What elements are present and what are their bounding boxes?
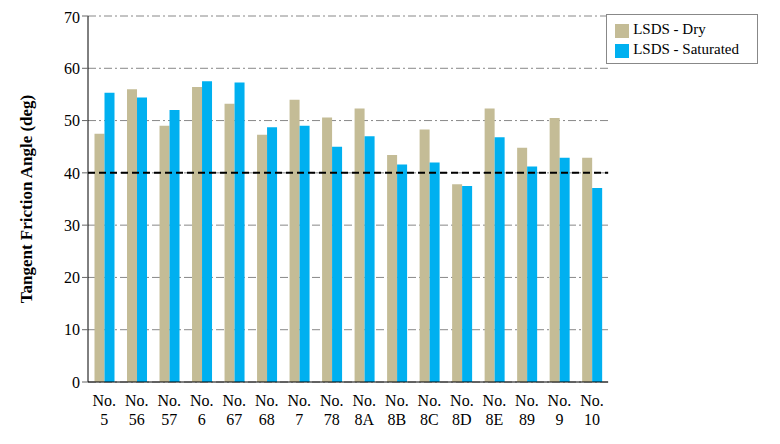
svg-text:70: 70	[64, 9, 80, 26]
svg-text:No.8B: No.8B	[385, 392, 409, 428]
svg-text:No.67: No.67	[223, 392, 247, 428]
svg-text:50: 50	[64, 112, 80, 129]
html-text:LSDS - Saturated: LSDS - Saturated	[633, 41, 739, 57]
html-text:LSDS - Dry: LSDS - Dry	[633, 21, 706, 37]
svg-text:No.78: No.78	[320, 392, 344, 428]
svg-text:60: 60	[64, 60, 80, 77]
svg-text:No.8C: No.8C	[418, 392, 442, 428]
svg-text:No.8A: No.8A	[353, 392, 377, 428]
svg-text:Tangent Friction Angle (deg): Tangent Friction Angle (deg)	[17, 95, 36, 304]
svg-text:No.7: No.7	[288, 392, 312, 428]
svg-text:No.9: No.9	[548, 392, 572, 428]
svg-text:40: 40	[64, 165, 80, 182]
svg-text:No.8D: No.8D	[450, 392, 474, 428]
svg-text:30: 30	[64, 217, 80, 234]
svg-text:No.6: No.6	[190, 392, 214, 428]
svg-text:10: 10	[64, 321, 80, 338]
svg-text:No.68: No.68	[255, 392, 279, 428]
svg-text:No.56: No.56	[125, 392, 149, 428]
svg-text:No.57: No.57	[157, 392, 181, 428]
svg-text:20: 20	[64, 269, 80, 286]
svg-text:No.5: No.5	[92, 392, 116, 428]
svg-text:No.10: No.10	[580, 392, 604, 428]
svg-text:0: 0	[72, 374, 80, 391]
svg-text:No.8E: No.8E	[483, 392, 507, 428]
svg-text:No.89: No.89	[515, 392, 539, 428]
